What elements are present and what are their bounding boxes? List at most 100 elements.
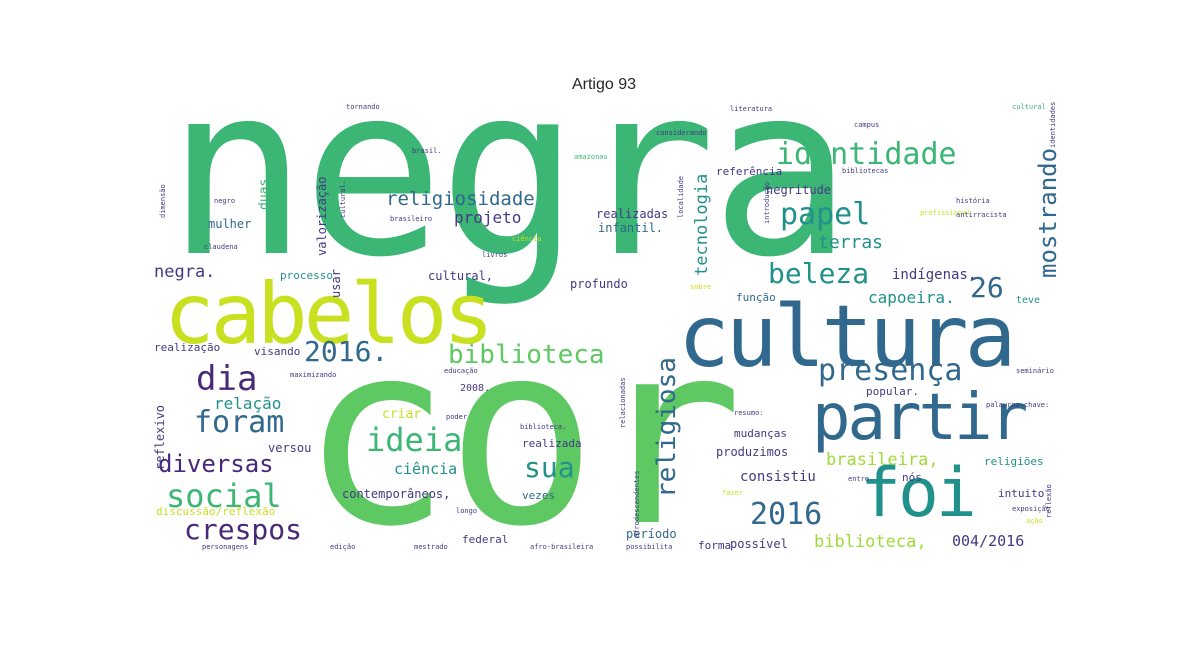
word-relacionados: relacionadas: [619, 377, 627, 428]
word-2016dot: 2016.: [304, 335, 389, 368]
word-exposicao: exposição: [1012, 505, 1050, 513]
word-mostrando: mostrando: [1034, 147, 1058, 278]
word-papel: papel: [780, 197, 871, 232]
word-ciencia: ciência: [394, 460, 458, 478]
word-reflexao: reflexão: [1045, 484, 1053, 518]
word-tecnologia: tecnologia: [692, 173, 712, 276]
word-discussao: discussão/reflexão: [156, 505, 276, 518]
word-infantil: infantil.: [598, 221, 664, 235]
word-contemporaneos: contemporâneos,: [342, 487, 451, 501]
word-religioes: religiões: [984, 455, 1044, 468]
word-maximizando: maximizando: [290, 371, 337, 379]
word-educacao: educação: [444, 367, 478, 375]
word-cabelos: cabelos: [164, 265, 494, 363]
word-entre: entre: [848, 475, 870, 483]
word-periodo: período: [626, 527, 677, 541]
word-afrodescendentes: afrodescendentes: [633, 470, 641, 538]
word-mestrado: mestrado: [414, 543, 448, 551]
word-possibilita: possibilita: [626, 543, 673, 551]
word-tornando: tornando: [346, 103, 380, 111]
word-brasileira: brasileira,: [826, 450, 939, 470]
word-professional: profissional: [920, 209, 971, 217]
word-realizacao: realização: [154, 341, 221, 354]
word-social: social: [166, 477, 282, 515]
word-foram: foram: [194, 405, 285, 440]
word-brasil: brasil.: [412, 147, 442, 155]
word-beleza: beleza: [768, 257, 870, 290]
word-dimensao: dimensão: [159, 184, 167, 218]
word-religiosa: religiosa: [652, 357, 682, 498]
word-afrobrasileira: afro-brasileira: [530, 543, 594, 551]
word-criar: criar: [382, 407, 422, 422]
word-forma: forma: [698, 539, 732, 552]
word-brasileiro: brasileiro: [390, 215, 433, 223]
word-cultural: cultural,: [428, 269, 494, 283]
word-diversas: diversas: [158, 450, 274, 478]
word-nos: nós: [902, 471, 922, 484]
word-sobre: sobre: [690, 283, 712, 291]
word-mudancas: mudanças: [734, 427, 787, 440]
word-biblioteca: biblioteca: [448, 340, 605, 370]
word-intuito: intuito: [998, 487, 1045, 500]
word-teve: teve: [1016, 295, 1041, 306]
word-profundo: profundo: [570, 277, 628, 291]
word-federal: federal: [462, 533, 509, 546]
word-cultura: cultura: [678, 287, 1016, 387]
word-funcao: função: [736, 291, 776, 304]
word-foi: foi: [860, 454, 977, 533]
word-amazonas: amazonas: [574, 153, 608, 161]
word-antirracista: antirracista: [956, 211, 1007, 219]
word-cloud: negra cor cabelos cultura partir foi ide…: [150, 98, 1058, 556]
word-popular: popular.: [866, 385, 919, 398]
word-negritude: negritude: [766, 183, 832, 197]
word-seminario: seminário: [1016, 367, 1054, 375]
word-cultural2: cultural: [1012, 103, 1046, 111]
word-usar: usar: [329, 269, 343, 298]
word-reflexivo: reflexivo: [153, 404, 167, 470]
word-personagens: personagens: [202, 543, 249, 551]
word-negra: negra: [166, 98, 852, 309]
word-mulher: mulher: [208, 217, 252, 231]
word-duas: duas: [257, 178, 272, 210]
word-projeto: projeto: [454, 208, 522, 227]
word-2008: 2008.: [460, 383, 491, 394]
word-consistiu: consistiu: [740, 469, 816, 485]
word-longo: longo: [456, 507, 478, 515]
word-presenca: presença: [818, 353, 963, 388]
word-poder: poder: [446, 413, 468, 421]
word-vezes: vezes: [522, 489, 556, 502]
word-historia2: literatura: [730, 105, 773, 113]
word-sua: sua: [524, 451, 575, 484]
word-ideia: ideia: [366, 421, 463, 459]
word-visando: visando: [254, 345, 301, 358]
word-26: 26: [970, 271, 1004, 304]
figure-title: Artigo 93: [571, 76, 637, 93]
word-negro: negro: [214, 197, 236, 205]
word-valorizacao: valorização: [315, 176, 329, 256]
word-referencia: referência: [716, 165, 783, 178]
word-relacao: relação: [214, 394, 282, 413]
word-realizada: realizada: [522, 437, 582, 450]
word-claudena: claudena: [204, 243, 238, 251]
word-fazer: fazer: [722, 489, 744, 497]
word-produzimos: produzimos: [716, 445, 789, 459]
word-negra-dot: negra.: [154, 262, 216, 282]
word-resumo: resumo:: [734, 409, 764, 417]
word-004: 004/2016: [952, 532, 1025, 550]
word-partir: partir: [812, 381, 1028, 455]
word-biblioteca-comma: biblioteca,: [814, 532, 927, 552]
word-versou: versou: [268, 441, 312, 455]
word-ciencia2: ciência: [512, 235, 542, 243]
word-capoeira: capoeira.: [868, 288, 955, 307]
word-indigenas: indígenas,: [892, 267, 977, 283]
word-realizadas: realizadas: [596, 207, 669, 221]
word-dia: dia: [196, 359, 258, 399]
word-historia: história: [956, 197, 990, 205]
word-acao: ação: [1026, 517, 1043, 525]
word-possivel: possível: [730, 537, 788, 551]
word-processo: processo: [280, 269, 333, 282]
word-religiosidade: religiosidade: [386, 188, 535, 210]
word-localidade: localidade: [677, 175, 685, 218]
word-terras: terras: [818, 232, 884, 253]
word-identidades: identidades: [1049, 101, 1057, 148]
